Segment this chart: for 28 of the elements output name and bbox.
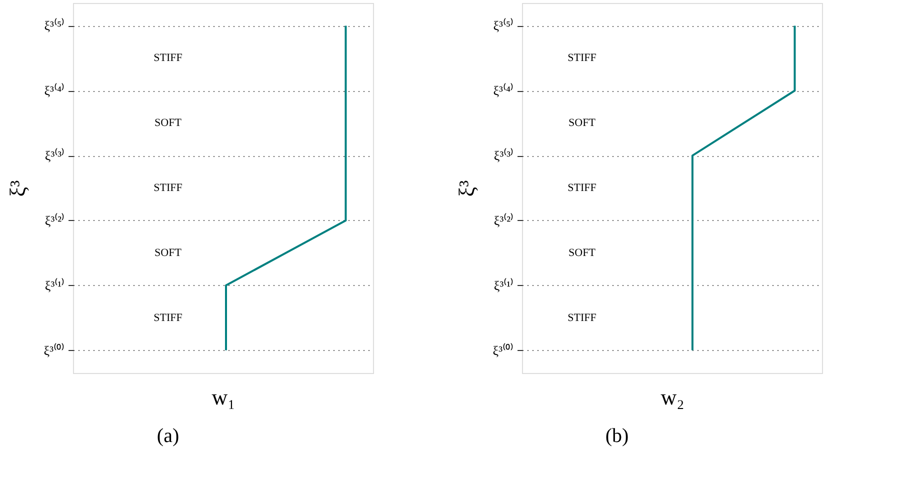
y-tick-label: ξ³⁽²⁾ bbox=[44, 212, 64, 228]
text: (b) bbox=[605, 425, 629, 447]
y-tick-label: ξ³⁽⁰⁾ bbox=[492, 342, 514, 358]
annotation: STIFF bbox=[568, 312, 596, 324]
annotation: STIFF bbox=[154, 312, 182, 324]
y-tick-label: ξ³⁽¹⁾ bbox=[494, 278, 514, 293]
x-axis-title: w₁ bbox=[212, 384, 236, 410]
annotation: SOFT bbox=[154, 117, 182, 130]
y-axis-title: ξ³ bbox=[4, 180, 30, 197]
annotation: SOFT bbox=[568, 246, 596, 259]
y-tick-label: ξ³⁽⁵⁾ bbox=[493, 18, 514, 34]
annotation: SOFT bbox=[154, 246, 182, 259]
y-tick-label: ξ³⁽³⁾ bbox=[44, 148, 64, 164]
y-tick-label: ξ³⁽⁴⁾ bbox=[44, 83, 64, 98]
y-tick-label: ξ³⁽³⁾ bbox=[494, 148, 514, 164]
x-axis-title: w₂ bbox=[660, 384, 684, 410]
y-tick-label: ξ³⁽²⁾ bbox=[494, 212, 514, 228]
annotation: STIFF bbox=[154, 52, 182, 64]
y-tick-label: ξ³⁽¹⁾ bbox=[44, 278, 64, 293]
annotation: SOFT bbox=[568, 117, 596, 130]
y-axis-title: ξ³ bbox=[454, 180, 479, 197]
y-tick-label: ξ³⁽⁴⁾ bbox=[493, 83, 514, 98]
annotation: STIFF bbox=[568, 52, 596, 64]
annotation: STIFF bbox=[154, 182, 182, 194]
text: (a) bbox=[156, 425, 180, 447]
y-tick-label: ξ³⁽⁵⁾ bbox=[44, 18, 64, 34]
y-tick-label: ξ³⁽⁰⁾ bbox=[44, 342, 64, 358]
annotation: STIFF bbox=[568, 182, 596, 194]
